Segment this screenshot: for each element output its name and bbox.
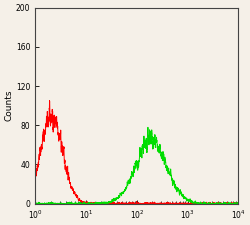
Y-axis label: Counts: Counts <box>4 90 13 121</box>
